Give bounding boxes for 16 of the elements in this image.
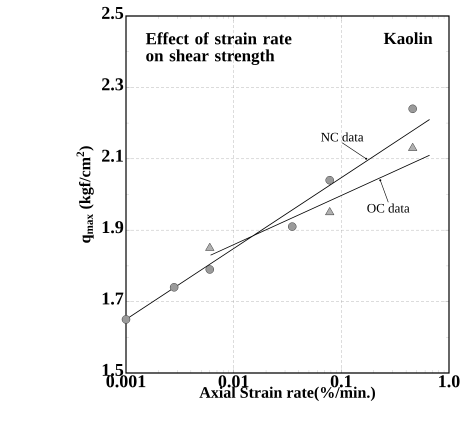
y-tick-label: 1.5 [102, 364, 124, 376]
annotation: NC data [321, 132, 364, 142]
x-tick-label: 0.01 [218, 375, 248, 388]
x-tick-label: 1.0 [439, 375, 460, 388]
y-axis-title: q$_{max}$ (kgf/cm$^{2}$) [76, 146, 94, 243]
x-tick-label: 0.001 [106, 375, 146, 388]
y-tick-label: 1.7 [102, 292, 124, 305]
text: Effect of strain rate on shear strength [146, 32, 292, 65]
y-tick-label: 2.1 [102, 150, 123, 162]
x-tick-label: 0.1 [330, 375, 352, 388]
y-tick-label: 2.5 [102, 6, 124, 20]
y-tick-label: 2.3 [102, 78, 124, 90]
x-axis-title: Axial Strain rate(%/min.) [199, 386, 375, 402]
annotation: OC data [367, 204, 410, 213]
annotation: Kaolin [384, 32, 432, 44]
y-tick-label: 1.9 [102, 221, 124, 234]
